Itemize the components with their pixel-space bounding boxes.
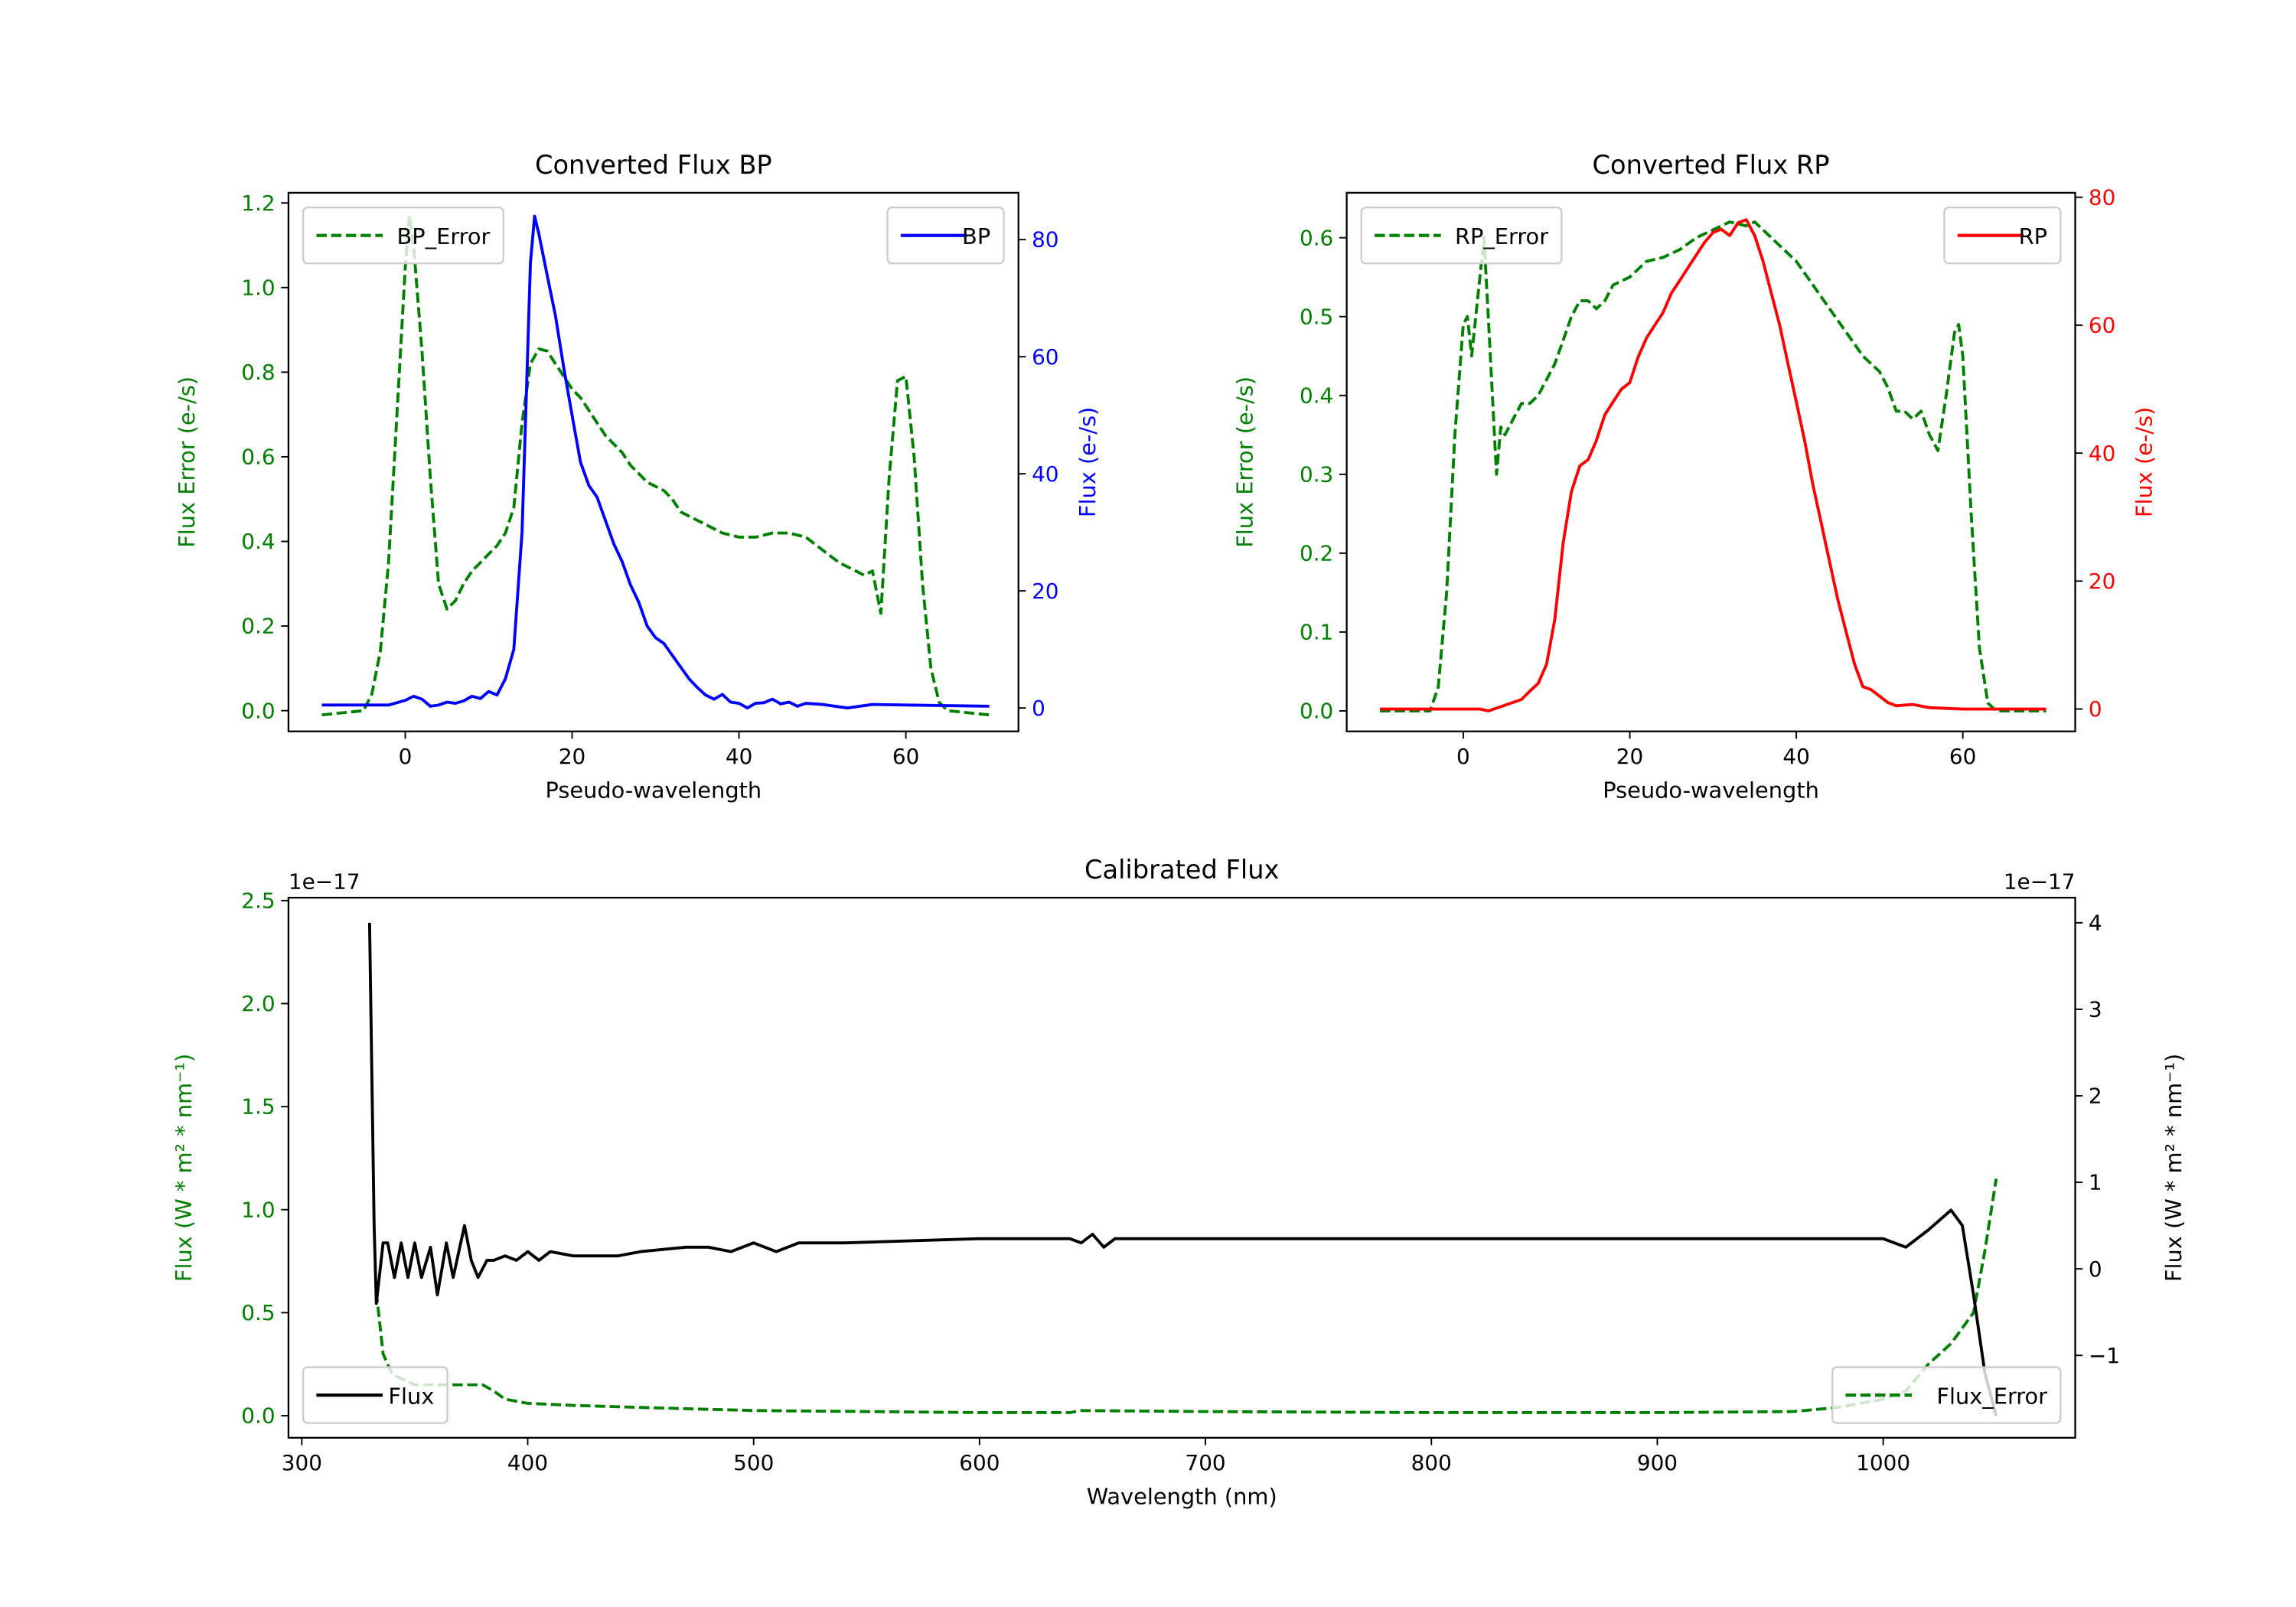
x-tick-label: 300 [282,1450,322,1475]
calibrated-panel: 300 400 500 600 700 800 900 1000 0.0 0.5 1.0 1.5 2.0… [171,855,2187,1509]
y-tick-label-right: 3 [2089,997,2102,1022]
x-tick-label: 500 [733,1450,774,1475]
series-line-bp [321,214,990,710]
x-axis-label: Pseudo-wavelength [1603,777,1819,803]
legend-flux: Flux [302,1366,448,1424]
offset-text-left: 1e−17 [289,869,360,895]
chart-title: Converted Flux RP [1593,150,1830,180]
y-tick-label-left: 0.0 [241,1403,275,1429]
y-tick-label-left: 0.5 [241,1300,275,1325]
y-tick-label-left: 0.2 [1300,540,1333,566]
x-axis-label: Pseudo-wavelength [545,777,762,803]
y-tick-label-left: 1.2 [241,191,275,216]
y-tick-label-right: 40 [2089,441,2115,466]
y-tick-label-right: 20 [1032,579,1058,604]
axes-frame [287,191,1019,732]
y-tick-label-left: 0.3 [1300,461,1333,487]
y-tick-label-right: 80 [2089,184,2115,210]
y-tick-label-left: 0.1 [1300,620,1333,645]
y-axis-label-left: Flux Error (e-/s) [1232,376,1258,548]
series-line-rp-error [1380,220,2047,712]
legend-label: RP_Error [1455,223,1548,249]
legend-bp-error: BP_Error [302,207,504,265]
legend-bp: BP [886,207,1005,265]
y-tick-label-right: 1 [2089,1170,2102,1195]
y-tick-label-left: 0.6 [241,445,275,470]
y-axis-label-right: Flux (W * m² * nm⁻¹) [2161,1054,2187,1282]
x-tick-label: 20 [1616,744,1643,769]
x-tick-label: 60 [1949,744,1976,769]
axes-frame [287,896,2076,1439]
x-tick-label: 60 [892,744,919,769]
y-tick-label-right: 0 [2089,696,2102,722]
chart-title: Converted Flux BP [535,150,772,180]
x-tick-label: 0 [1456,744,1470,769]
x-tick-label: 20 [559,744,585,769]
rp-panel: 0 20 40 60 0.0 0.1 0.2 0.3 0.4 0.5 0.6 0 20 40 60 80 Con… [1232,150,2157,803]
x-tick-label: 0 [399,744,413,769]
offset-text-right: 1e−17 [2004,869,2076,895]
legend-label: Flux [388,1384,434,1410]
legend-flux-error: Flux_Error [1831,1366,2062,1424]
legend-label: RP [2019,223,2047,249]
y-tick-label-right: 60 [2089,313,2115,338]
series-line-flux-error [374,1178,1998,1414]
y-tick-label-left: 0.6 [1300,225,1333,250]
legend-label: BP [962,223,990,249]
legend-rp-error: RP_Error [1360,207,1563,265]
x-tick-label: 800 [1411,1450,1452,1475]
bp-panel: 0 20 40 60 0.0 0.2 0.4 0.6 0.8 1.0 1.2 0 20 40 60 80 Con… [174,150,1101,803]
x-tick-label: 700 [1185,1450,1225,1475]
y-tick-label-right: −1 [2089,1343,2120,1368]
series-line-flux [367,922,1998,1416]
y-axis-label-left: Flux Error (e-/s) [174,376,200,548]
y-tick-label-left: 2.0 [241,991,275,1016]
y-tick-label-right: 0 [2089,1257,2102,1282]
x-tick-label: 600 [959,1450,1000,1475]
y-tick-label-left: 0.0 [241,698,275,723]
axes-frame [1345,191,2076,732]
y-tick-label-left: 0.5 [1300,304,1333,329]
y-tick-label-left: 1.0 [241,1197,275,1222]
y-tick-label-right: 20 [2089,569,2115,594]
y-tick-label-left: 0.2 [241,614,275,639]
legend-box [1831,1366,2062,1424]
x-tick-label: 40 [1782,744,1809,769]
legend-label: Flux_Error [1936,1384,2047,1410]
y-axis-label-right: Flux (e-/s) [1075,407,1101,517]
legend-rp: RP [1943,207,2062,265]
y-tick-label-left: 1.0 [241,275,275,300]
y-tick-label-left: 0.0 [1300,699,1333,724]
y-axis-label-left: Flux (W * m² * nm⁻¹) [171,1054,197,1282]
y-tick-label-right: 0 [1032,696,1045,721]
legend-label: BP_Error [397,223,491,249]
y-tick-label-left: 1.5 [241,1094,275,1120]
y-tick-label-right: 60 [1032,344,1058,370]
y-tick-label-left: 0.4 [241,529,275,554]
x-tick-label: 40 [726,744,752,769]
chart-title: Calibrated Flux [1084,855,1279,885]
y-tick-label-left: 2.5 [241,888,275,913]
x-tick-label: 1000 [1856,1450,1910,1475]
y-tick-label-right: 80 [1032,227,1058,253]
series-line-rp [1380,218,2047,712]
x-axis-label: Wavelength (nm) [1087,1483,1277,1509]
legend-box [302,207,504,265]
y-tick-label-left: 0.8 [241,360,275,385]
legend-box [1360,207,1563,265]
y-tick-label-right: 40 [1032,461,1058,487]
x-tick-label: 900 [1637,1450,1678,1475]
y-tick-label-right: 2 [2089,1084,2102,1109]
y-tick-label-right: 4 [2089,910,2102,935]
y-axis-label-right: Flux (e-/s) [2131,407,2157,517]
series-line-bp-error [321,214,990,717]
y-tick-label-left: 0.4 [1300,383,1333,408]
x-tick-label: 400 [507,1450,548,1475]
